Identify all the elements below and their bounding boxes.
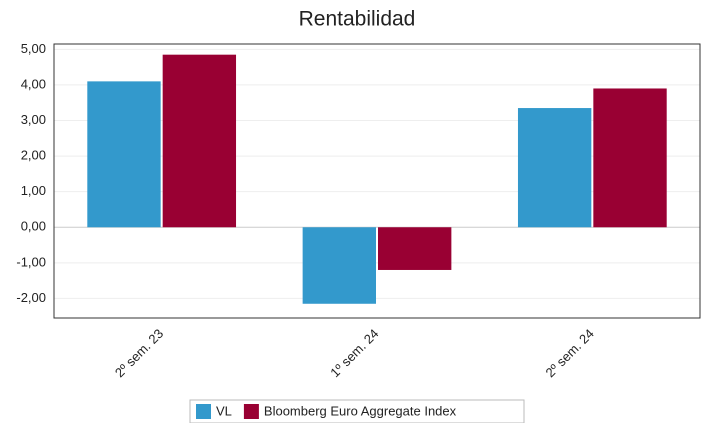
bar — [87, 81, 161, 228]
y-tick-label: -2,00 — [16, 290, 46, 305]
bar — [378, 227, 452, 270]
chart-title: Rentabilidad — [299, 8, 416, 31]
y-tick-label: -1,00 — [16, 254, 46, 269]
y-tick-label: 3,00 — [21, 112, 46, 127]
y-tick-label: 1,00 — [21, 183, 46, 198]
x-tick-label: 2º sem. 23 — [112, 326, 166, 380]
bar — [517, 108, 592, 228]
legend-label: VL — [216, 403, 232, 418]
legend-swatch — [196, 404, 211, 419]
legend-swatch — [243, 404, 259, 419]
bar — [593, 88, 667, 228]
plot-frame — [53, 43, 701, 319]
y-tick-label: 2,00 — [21, 148, 46, 163]
y-tick-label: 0,00 — [21, 219, 46, 234]
y-tick-label: 4,00 — [21, 76, 46, 91]
x-tick-label: 1º sem. 24 — [327, 326, 381, 380]
bar — [162, 54, 237, 228]
legend-label: Bloomberg Euro Aggregate Index — [264, 403, 457, 418]
y-tick-label: 5,00 — [21, 41, 46, 56]
bar — [302, 227, 376, 304]
plot-area — [54, 44, 700, 318]
x-tick-label: 2º sem. 24 — [543, 326, 597, 380]
legend-box — [189, 399, 525, 423]
